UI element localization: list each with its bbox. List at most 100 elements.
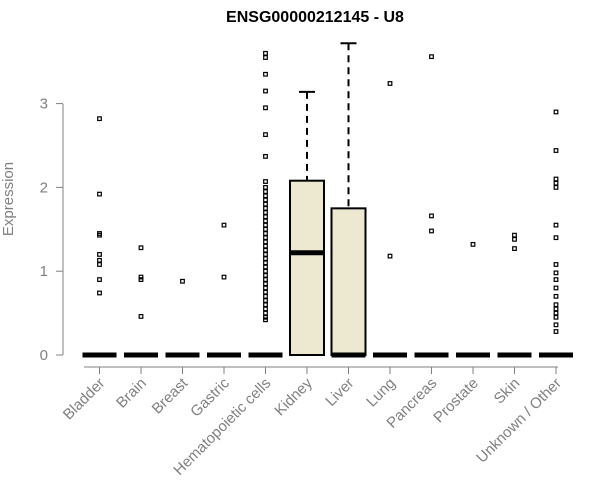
- y-tick-label: 3: [40, 96, 48, 113]
- box-rect: [289, 179, 325, 356]
- box-kidney: [289, 90, 325, 356]
- outlier-point: [138, 274, 144, 280]
- outlier-point: [512, 246, 517, 251]
- outlier-point: [263, 285, 268, 291]
- box-bladder: [82, 116, 117, 358]
- x-tick-label: Skin: [491, 375, 524, 408]
- outlier-point: [263, 105, 268, 111]
- outlier-point: [263, 201, 268, 207]
- boxes: [82, 42, 573, 358]
- outlier-point: [429, 54, 434, 60]
- outlier-point: [553, 302, 559, 308]
- outlier-point: [263, 260, 268, 266]
- outlier-point: [263, 239, 268, 245]
- outlier-point: [263, 314, 268, 320]
- outlier-point: [553, 293, 559, 299]
- outlier-point: [97, 191, 102, 197]
- outlier-point: [263, 281, 268, 287]
- box-lung: [373, 81, 407, 358]
- outlier-point: [553, 262, 559, 267]
- outlier-point: [512, 236, 517, 242]
- x-tick-label: Bladder: [60, 375, 109, 424]
- outlier-point: [553, 285, 559, 291]
- outlier-point: [429, 213, 434, 219]
- outlier-point: [263, 293, 268, 299]
- outlier-point: [553, 185, 559, 190]
- chart-title: ENSG00000212145 - U8: [226, 9, 404, 26]
- outlier-point: [263, 289, 268, 295]
- x-tick-label: Lung: [363, 375, 399, 411]
- outlier-point: [553, 329, 559, 334]
- box-skin: [497, 232, 532, 358]
- outlier-point: [180, 278, 185, 284]
- x-tick-label: Liver: [322, 375, 357, 410]
- outlier-point: [221, 274, 227, 280]
- outlier-point: [263, 210, 268, 215]
- outlier-point: [263, 179, 268, 184]
- outlier-point: [553, 314, 559, 320]
- outlier-point: [138, 277, 144, 282]
- outlier-point: [263, 189, 268, 194]
- box-gastric: [207, 222, 241, 358]
- outlier-point: [553, 277, 559, 282]
- outlier-point: [553, 306, 559, 312]
- outlier-point: [263, 88, 268, 94]
- outlier-point: [263, 268, 268, 274]
- outlier-point: [97, 290, 102, 296]
- outlier-point: [553, 310, 559, 316]
- outlier-point: [263, 247, 268, 253]
- outlier-point: [512, 232, 517, 238]
- outlier-point: [263, 277, 268, 282]
- outlier-point: [470, 241, 476, 247]
- outlier-point: [263, 132, 268, 138]
- outlier-point: [263, 306, 268, 312]
- outlier-point: [263, 256, 268, 262]
- outlier-point: [553, 270, 559, 276]
- outlier-point: [553, 235, 559, 241]
- outlier-point: [263, 298, 268, 303]
- outlier-point: [97, 252, 102, 257]
- box-pancreas: [414, 54, 449, 358]
- outlier-point: [263, 50, 268, 56]
- outlier-point: [553, 322, 559, 328]
- outlier-point: [263, 205, 268, 211]
- outlier-point: [97, 277, 102, 282]
- outlier-point: [263, 218, 268, 224]
- outlier-point: [263, 302, 268, 308]
- x-tick-label: Breast: [149, 374, 192, 417]
- outlier-point: [97, 257, 102, 263]
- outlier-point: [97, 262, 102, 267]
- box-brain: [124, 245, 158, 358]
- box-hematopoietic-cells: [248, 50, 283, 358]
- outlier-point: [263, 214, 268, 220]
- outlier-point: [553, 222, 559, 228]
- box-rect: [330, 207, 367, 356]
- outlier-point: [263, 243, 268, 249]
- outlier-point: [263, 317, 268, 323]
- outlier-point: [429, 228, 434, 234]
- x-tick-label: Prostate: [430, 375, 482, 427]
- x-tick-label: Kidney: [271, 374, 316, 419]
- x-tick-label: Brain: [113, 375, 150, 412]
- outlier-point: [553, 109, 559, 115]
- outlier-point: [263, 272, 268, 278]
- outlier-point: [97, 232, 102, 238]
- outlier-point: [387, 81, 393, 86]
- outlier-point: [221, 222, 227, 228]
- outlier-point: [263, 153, 268, 159]
- outlier-point: [263, 264, 268, 270]
- outlier-point: [263, 310, 268, 316]
- outlier-point: [263, 185, 268, 190]
- outlier-point: [553, 176, 559, 182]
- outlier-point: [263, 55, 268, 60]
- outlier-point: [553, 148, 559, 153]
- outlier-point: [97, 116, 102, 122]
- box-breast: [165, 278, 200, 358]
- outlier-point: [263, 71, 268, 77]
- outlier-point: [263, 252, 268, 257]
- outlier-point: [263, 222, 268, 228]
- outlier-point: [263, 235, 268, 241]
- y-tick-label: 1: [40, 263, 48, 280]
